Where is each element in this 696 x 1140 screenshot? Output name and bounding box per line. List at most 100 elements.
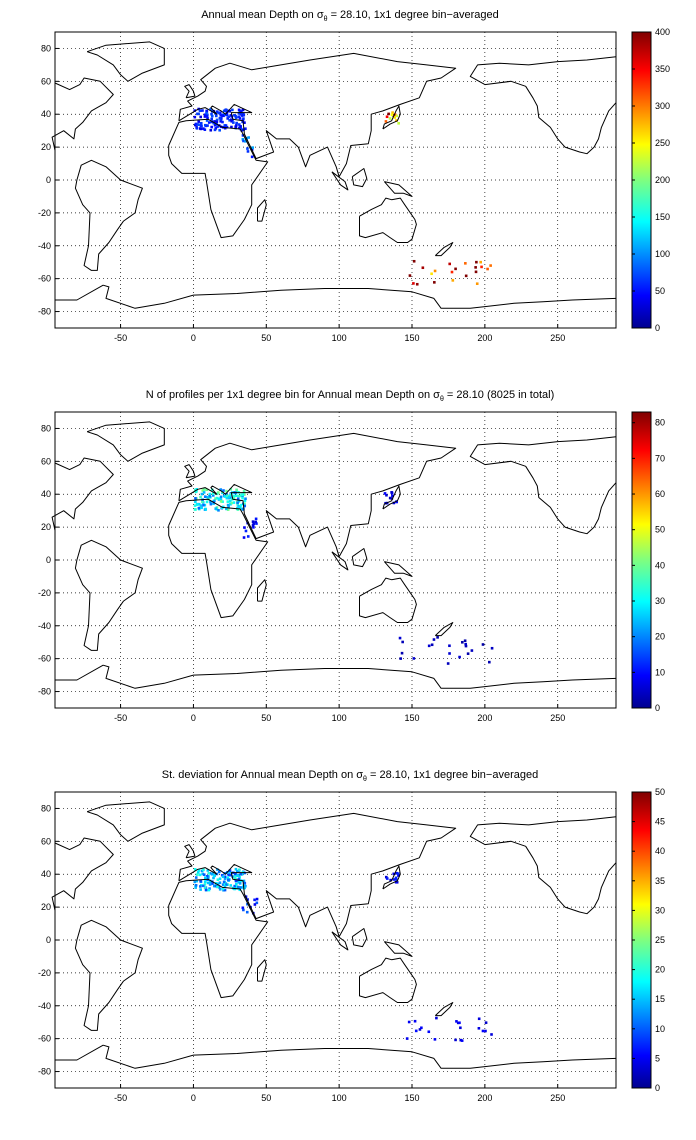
data-cell xyxy=(230,119,234,123)
data-cell xyxy=(430,272,433,276)
data-cell xyxy=(194,497,197,500)
coastline xyxy=(351,168,368,188)
data-cell xyxy=(225,883,228,886)
data-cell xyxy=(197,869,201,872)
data-cell xyxy=(216,110,219,113)
data-cell xyxy=(250,155,254,159)
data-cell xyxy=(486,267,489,271)
y-tick-label: -60 xyxy=(38,274,51,284)
colorbar-tick-label: 350 xyxy=(655,64,670,74)
data-cell xyxy=(413,1019,417,1023)
data-cell xyxy=(225,489,228,493)
data-cell xyxy=(241,108,245,112)
y-tick-label: 80 xyxy=(41,43,51,53)
data-cell xyxy=(385,877,389,880)
data-cell xyxy=(203,123,207,127)
coastline xyxy=(257,579,267,602)
data-cell xyxy=(219,120,222,123)
data-cell xyxy=(243,886,246,890)
data-cell xyxy=(220,873,224,877)
data-cell xyxy=(415,282,419,286)
colorbar-tick-label: 250 xyxy=(655,138,670,148)
data-cell xyxy=(235,488,238,492)
data-cell xyxy=(204,888,208,892)
data-cell xyxy=(211,882,214,885)
data-cell xyxy=(210,114,214,118)
data-cell xyxy=(209,502,213,506)
data-cell xyxy=(223,885,227,888)
data-cell xyxy=(208,881,212,885)
data-cell xyxy=(239,886,243,889)
coastline xyxy=(74,539,143,651)
data-cell xyxy=(207,888,211,892)
coastline xyxy=(51,828,114,911)
coastline xyxy=(351,548,368,568)
coastline xyxy=(434,622,454,637)
y-tick-label: -80 xyxy=(38,307,51,317)
data-cell xyxy=(234,867,238,871)
data-cell xyxy=(233,876,237,880)
data-cell xyxy=(234,882,238,886)
data-cell xyxy=(219,114,223,117)
data-cell xyxy=(205,110,209,113)
data-cell xyxy=(477,1027,481,1030)
data-cell xyxy=(208,494,211,498)
data-cell xyxy=(210,125,213,129)
data-cell xyxy=(481,643,485,646)
data-cell xyxy=(213,884,217,888)
data-cell xyxy=(205,114,209,118)
data-cell xyxy=(242,117,245,120)
colorbar-tick-label: 50 xyxy=(655,525,665,535)
colorbar-tick-label: 300 xyxy=(655,101,670,111)
data-cell xyxy=(225,125,229,129)
data-cell xyxy=(199,127,203,131)
x-tick-label: 250 xyxy=(550,713,565,723)
data-cell xyxy=(227,495,231,499)
data-cell xyxy=(241,906,245,910)
data-cell xyxy=(396,872,400,875)
data-cell xyxy=(202,491,206,494)
colorbar-tick-label: 40 xyxy=(655,846,665,856)
colorbar-tick-label: 20 xyxy=(655,965,665,975)
coastline xyxy=(434,242,454,257)
data-cell xyxy=(251,146,254,149)
data-cell xyxy=(234,125,237,128)
data-cell xyxy=(208,492,212,496)
data-cell xyxy=(237,881,241,884)
coastline xyxy=(86,41,165,82)
data-cell xyxy=(226,500,230,503)
data-cell xyxy=(427,644,431,648)
data-cell xyxy=(217,111,220,115)
data-cell xyxy=(480,265,483,269)
x-tick-label: 200 xyxy=(477,713,492,723)
data-cell xyxy=(433,269,437,273)
data-cell xyxy=(217,508,220,512)
data-cell xyxy=(201,884,205,888)
data-cell xyxy=(459,1026,462,1030)
y-tick-label: 80 xyxy=(41,423,51,433)
y-tick-label: 20 xyxy=(41,522,51,532)
data-cell xyxy=(395,871,398,875)
coastlines xyxy=(51,801,617,1069)
data-cell xyxy=(224,113,227,117)
coastline xyxy=(434,1002,454,1017)
coastline xyxy=(178,52,457,178)
coastline xyxy=(178,812,457,938)
data-cell xyxy=(221,500,224,503)
data-cell xyxy=(198,873,202,877)
data-cell xyxy=(243,502,246,506)
data-cell xyxy=(464,642,467,646)
data-cell xyxy=(242,536,246,539)
data-cell xyxy=(475,282,479,286)
data-cell xyxy=(218,116,222,120)
data-cell xyxy=(246,902,249,906)
gridlines xyxy=(55,792,616,1088)
colorbar-tick-label: 50 xyxy=(655,286,665,296)
data-cell xyxy=(244,127,247,131)
coastline xyxy=(383,561,413,577)
data-cell xyxy=(484,1029,487,1033)
data-cell xyxy=(218,111,222,115)
data-cell xyxy=(226,503,230,507)
data-cell xyxy=(242,139,245,143)
data-cell xyxy=(464,644,468,648)
